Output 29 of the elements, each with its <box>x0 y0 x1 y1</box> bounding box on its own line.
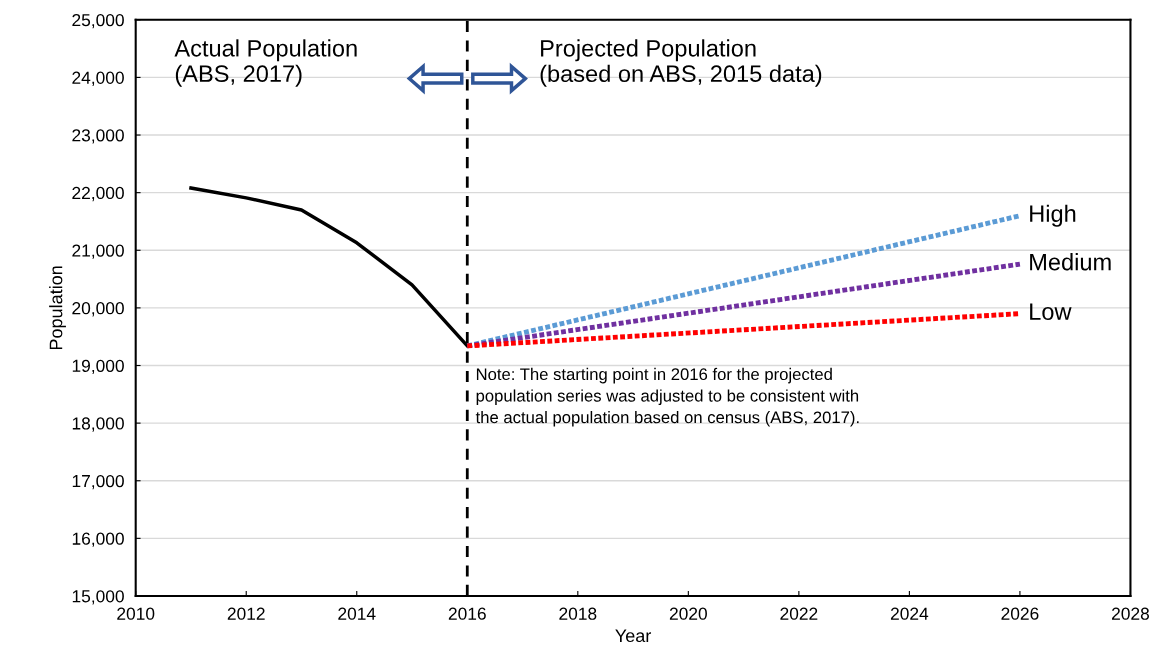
annotation: Actual Population (ABS, 2017) <box>174 39 357 87</box>
x-tick-label: 2016 <box>448 607 486 620</box>
y-tick-label: 17,000 <box>72 474 124 490</box>
y-tick-label: 25,000 <box>72 13 124 29</box>
x-tick-label: 2028 <box>1112 607 1150 620</box>
x-tick-label: 2012 <box>227 607 265 620</box>
series-label: High <box>1030 204 1076 227</box>
x-axis-title: Year <box>615 629 652 643</box>
y-tick-label: 15,000 <box>72 590 124 605</box>
y-tick-label: 23,000 <box>72 129 124 144</box>
x-tick-label: 2018 <box>559 607 597 620</box>
annotation: Projected Population (based on ABS, 2015 data) <box>540 39 822 87</box>
y-tick-label: 22,000 <box>72 186 124 202</box>
y-tick-label: 20,000 <box>72 302 124 317</box>
x-tick-label: 2020 <box>669 607 707 620</box>
series-label: Low <box>1030 303 1072 320</box>
y-tick-label: 19,000 <box>72 359 124 375</box>
x-tick-label: 2024 <box>890 607 929 620</box>
x-tick-label: 2022 <box>780 607 818 620</box>
y-tick-label: 18,000 <box>72 417 124 432</box>
series-label: Medium <box>1030 253 1111 271</box>
x-tick-label: 2014 <box>338 607 376 620</box>
y-axis-title: Population <box>49 266 66 350</box>
y-tick-label: 16,000 <box>72 532 124 547</box>
annotation: Note: The starting point in 2016 for the projected population series was adjusted to be consistent with the actual population based on census (ABS, 2017). <box>475 367 859 427</box>
y-tick-label: 24,000 <box>72 71 124 86</box>
x-tick-label: 2026 <box>1001 607 1039 620</box>
x-tick-label: 2010 <box>117 607 155 620</box>
y-tick-label: 21,000 <box>72 244 124 259</box>
